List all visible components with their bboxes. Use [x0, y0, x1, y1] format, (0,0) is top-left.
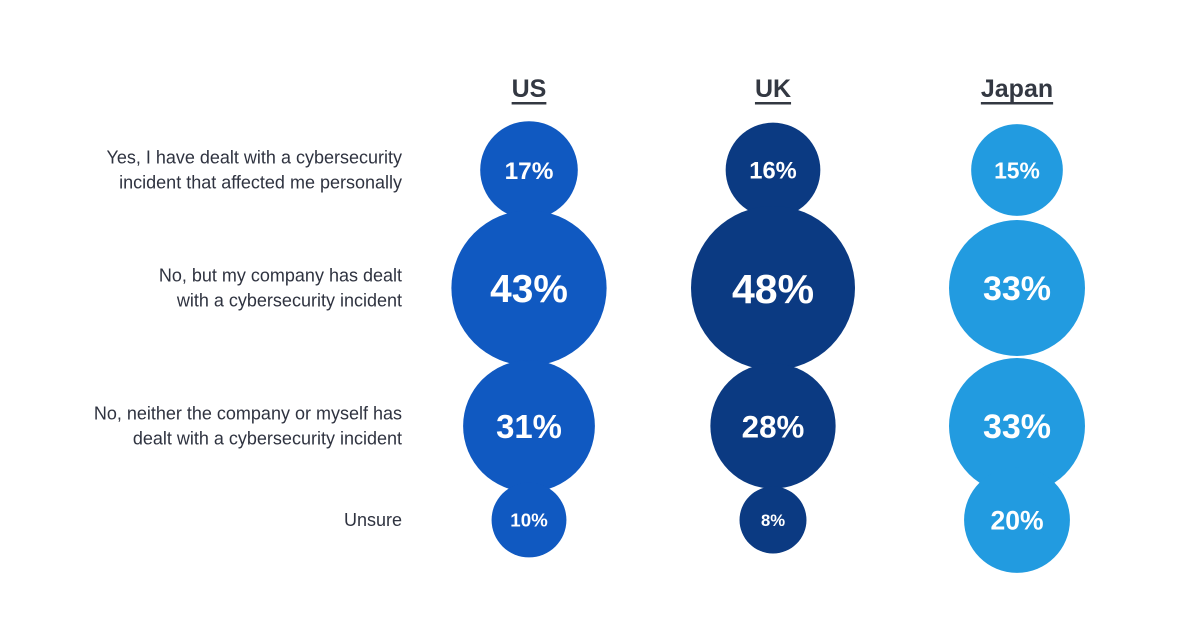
bubble-value-label: 15% — [994, 157, 1040, 183]
bubble-value-label: 8% — [761, 511, 785, 530]
column-header-underline-us — [511, 102, 547, 105]
bubble-circle — [725, 122, 821, 218]
row-label-2: No, but my company has dealt with a cyber… — [159, 266, 402, 311]
bubble-value-label: 33% — [983, 270, 1051, 308]
row-label-4: Unsure — [344, 510, 402, 530]
bubble-circle — [463, 360, 595, 492]
bubble-japan-row-2: 33% — [949, 220, 1085, 356]
bubble-japan-row-4: 20% — [964, 467, 1070, 573]
row-label-line: with a cybersecurity incident — [176, 291, 402, 311]
bubble-uk-row-1: 16% — [725, 122, 821, 218]
bubble-value-label: 28% — [742, 409, 805, 444]
bubble-circle — [491, 482, 567, 558]
bubble-uk-row-4: 8% — [739, 486, 807, 554]
bubble-value-label: 31% — [496, 408, 562, 445]
bubble-circle — [971, 124, 1063, 216]
column-header-us: US — [512, 75, 547, 103]
bubble-us-row-4: 10% — [491, 482, 567, 558]
bubble-value-label: 16% — [749, 159, 796, 185]
bubbles: 17% 43% 31% 10% 16% 48% 28% 8% 15% 33% 33% 20% — [451, 121, 1085, 573]
bubble-circle — [451, 210, 607, 366]
bubble-value-label: 43% — [490, 268, 568, 311]
bubble-circle — [949, 358, 1085, 494]
bubble-circle — [964, 467, 1070, 573]
bubble-japan-row-3: 33% — [949, 358, 1085, 494]
bubble-uk-row-3: 28% — [710, 363, 836, 489]
bubble-us-row-3: 31% — [463, 360, 595, 492]
row-labels: Yes, I have dealt with a cybersecurity in… — [94, 148, 402, 531]
bubble-circle — [480, 121, 578, 219]
bubble-value-label: 33% — [983, 408, 1051, 446]
bubble-circle — [739, 486, 807, 554]
column-headers: US UK Japan — [511, 75, 1054, 105]
bubble-uk-row-2: 48% — [691, 206, 855, 370]
bubble-japan-row-1: 15% — [971, 124, 1063, 216]
bubble-circle — [949, 220, 1085, 356]
bubble-value-label: 48% — [732, 266, 814, 312]
bubble-us-row-2: 43% — [451, 210, 607, 366]
row-label-line: No, but my company has dealt — [159, 266, 402, 286]
row-label-line: dealt with a cybersecurity incident — [133, 429, 402, 449]
column-header-underline-japan — [980, 102, 1054, 105]
bubble-us-row-1: 17% — [480, 121, 578, 219]
row-label-line: Yes, I have dealt with a cybersecurity — [107, 148, 403, 168]
column-header-uk: UK — [755, 75, 791, 103]
column-header-japan: Japan — [981, 75, 1053, 103]
bubble-circle — [710, 363, 836, 489]
bubble-value-label: 10% — [510, 510, 548, 531]
row-label-line: No, neither the company or myself has — [94, 404, 402, 424]
row-label-1: Yes, I have dealt with a cybersecurity in… — [107, 148, 403, 193]
bubble-value-label: 20% — [990, 506, 1043, 536]
bubble-value-label: 17% — [505, 158, 554, 185]
bubble-circle — [691, 206, 855, 370]
row-label-line: incident that affected me personally — [119, 173, 402, 193]
column-header-underline-uk — [754, 102, 792, 105]
row-label-line: Unsure — [344, 510, 402, 530]
row-label-3: No, neither the company or myself has dea… — [94, 404, 402, 449]
